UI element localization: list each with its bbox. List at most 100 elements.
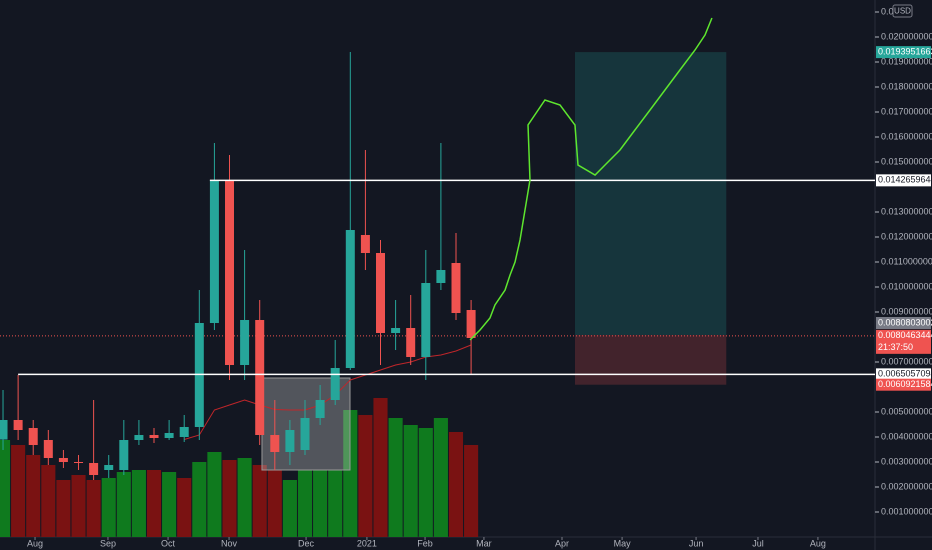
candle-body [149,435,159,438]
currency-badge: USD [894,7,911,16]
x-tick-label: Nov [221,538,238,548]
x-tick-label: Jun [689,538,704,548]
volume-bar [464,445,479,537]
y-tick-label: 0.02 [881,6,899,16]
candle-body [391,328,401,333]
y-tick-label: 0.00900000000 [881,306,932,316]
volume-bar [0,440,11,537]
hline-label-bg [876,368,931,381]
volume-bar [433,418,448,537]
candle-body [270,435,280,452]
volume-bar [373,398,388,537]
volume-bar [282,480,297,537]
volume-bar [11,445,26,537]
candle-body [43,440,53,458]
x-tick-label: Apr [555,538,569,548]
volume-bar [26,455,41,537]
hline-label-bg [876,174,931,187]
y-tick-label: 0.00200000000 [881,481,932,491]
volume-bar [207,452,222,537]
volume-bar [297,470,313,537]
stop-label-bg [876,378,931,391]
volume-bar [418,428,433,537]
x-tick-label: Feb [417,538,433,548]
y-tick-label: 0.01000000000 [881,281,932,291]
candle-body [255,320,265,435]
candle-body [58,458,68,462]
candle-body [406,328,416,357]
moving-average [184,344,472,440]
stop-label: 0.00609215843 [878,379,932,389]
candle-body [74,462,84,463]
candle-body [13,420,23,430]
x-tick-label: 2021 [357,538,377,548]
hline-label: 0.00650570943 [878,369,932,379]
volume-bar [237,458,252,537]
candle-body [300,418,310,450]
volume-bar [177,478,192,537]
candle-body [330,368,340,400]
volume-bar [116,472,131,537]
x-tick-label: Sep [100,538,116,548]
position-target-zone [574,52,727,335]
volume-bar [162,472,177,537]
volume-bar [222,460,237,537]
volume-bar [328,470,343,537]
y-tick-label: 0.00100000000 [881,506,932,516]
volume-bar [86,480,101,537]
last-price-bg [876,329,931,354]
y-tick-label: 0.01600000000 [881,131,932,141]
candle-body [179,427,189,437]
candle-body [436,270,446,283]
candle-body [134,435,144,440]
candle-body [421,283,431,357]
y-tick-label: 0.01700000000 [881,106,932,116]
candle-body [89,463,99,475]
countdown-label: 21:37:50 [878,342,913,352]
candle-body [104,465,114,470]
y-tick-label: 0.01200000000 [881,231,932,241]
candle-body [345,230,355,368]
projection-line [469,17,713,341]
x-tick-label: Aug [810,538,826,548]
x-tick-label: Mar [476,538,492,548]
hline-label: 0.01426596444 [878,175,932,185]
volume-bar [313,470,328,537]
target-label: 0.01939516631 [878,46,932,56]
candle-body [451,263,461,313]
volume-bar [267,470,282,537]
y-tick-label: 0.02000000000 [881,31,932,41]
candle-body [360,235,370,253]
volume-bar [403,425,418,537]
candle-body [376,253,386,333]
volume-bar [448,432,464,537]
y-tick-label: 0.01800000000 [881,81,932,91]
volume-bar [343,410,358,537]
volume-bar [71,475,86,537]
y-tick-label: 0.01100000000 [881,256,932,266]
currency-badge-bg [892,4,913,18]
y-tick-label: 0.00700000000 [881,356,932,366]
candle-body [119,440,129,470]
x-tick-label: Aug [27,538,43,548]
candle-body [28,428,38,445]
volume-bar [41,465,56,537]
y-tick-label: 0.00500000000 [881,406,932,416]
candle-body [315,400,325,418]
candle-body [466,310,476,338]
candle-body [0,420,8,440]
volume-bar [388,418,403,537]
y-tick-label: 0.00300000000 [881,456,932,466]
last-price-label: 0.00804634442 [878,330,932,340]
volume-bar [56,480,71,537]
candle-body [285,430,295,452]
y-tick-label: 0.00400000000 [881,431,932,441]
entry-label: 0.00808030027 [878,317,932,327]
volume-bar [131,470,146,537]
position-stop-zone [574,334,727,385]
volume-bar [358,415,373,537]
y-tick-label: 0.01500000000 [881,156,932,166]
volume-bar [101,478,116,537]
